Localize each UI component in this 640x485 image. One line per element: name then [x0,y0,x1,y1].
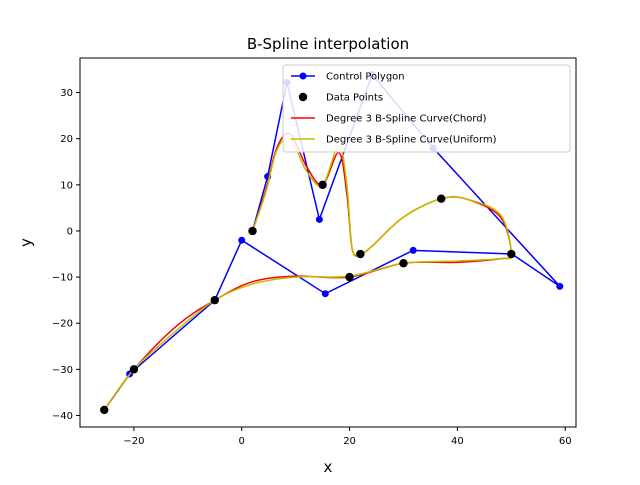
legend-marker-swatch [298,92,308,102]
data-point [318,180,327,190]
legend-box [282,64,571,153]
legend-label: Degree 3 B-Spline Curve(Uniform) [326,135,497,146]
data-point [437,194,446,203]
control-point [315,215,323,223]
data-point [345,272,354,282]
spline-curve-line [103,137,513,411]
axis-ticks: −20 0 20 40 60 −40 −30 −20 −10 0 10 20 30 [52,88,572,447]
data-point [129,365,139,374]
y-tick-label: 0 [67,226,73,237]
control-point [321,290,329,298]
series-degree-3-b-spline-curve-uniform [103,137,513,411]
data-point [356,249,365,259]
y-tick-label: −20 [52,319,73,330]
y-tick-label: −40 [52,411,73,422]
series-data-points [100,180,516,415]
x-axis-label: x [324,458,333,476]
data-point [248,226,257,236]
legend: Control Polygon Data Points Degree 3 B-Spl… [282,64,571,153]
plot-frame [79,57,577,428]
x-tick-label: −20 [123,436,144,447]
x-tick-label: 40 [451,436,464,447]
data-point [399,259,408,268]
data-point [507,249,516,259]
legend-label: Degree 3 B-Spline Curve(Chord) [326,114,487,125]
y-tick-label: 10 [60,180,73,191]
legend-label: Control Polygon [326,72,405,83]
legend-entry-data-points: Data Points [298,92,383,104]
y-tick-label: 30 [60,88,73,99]
legend-label: Data Points [326,93,383,104]
legend-entry-control-polygon: Control Polygon [291,72,405,83]
control-point [556,282,564,290]
data-point [100,405,109,415]
chart-title: B-Spline interpolation [247,35,409,53]
x-tick-label: 0 [239,436,245,447]
legend-entry-degree-3-b-spline-curve-chord: Degree 3 B-Spline Curve(Chord) [291,114,487,125]
control-point [409,246,417,254]
y-tick-label: −30 [52,365,73,376]
y-tick-label: 20 [60,134,73,145]
x-tick-label: 20 [343,436,356,447]
legend-entry-degree-3-b-spline-curve-uniform: Degree 3 B-Spline Curve(Uniform) [291,135,497,146]
y-tick-label: −10 [52,273,73,284]
legend-marker-swatch [299,72,307,80]
y-axis-label: y [17,238,35,247]
data-point [210,295,219,305]
x-tick-label: 60 [559,436,572,447]
control-point [238,236,246,244]
